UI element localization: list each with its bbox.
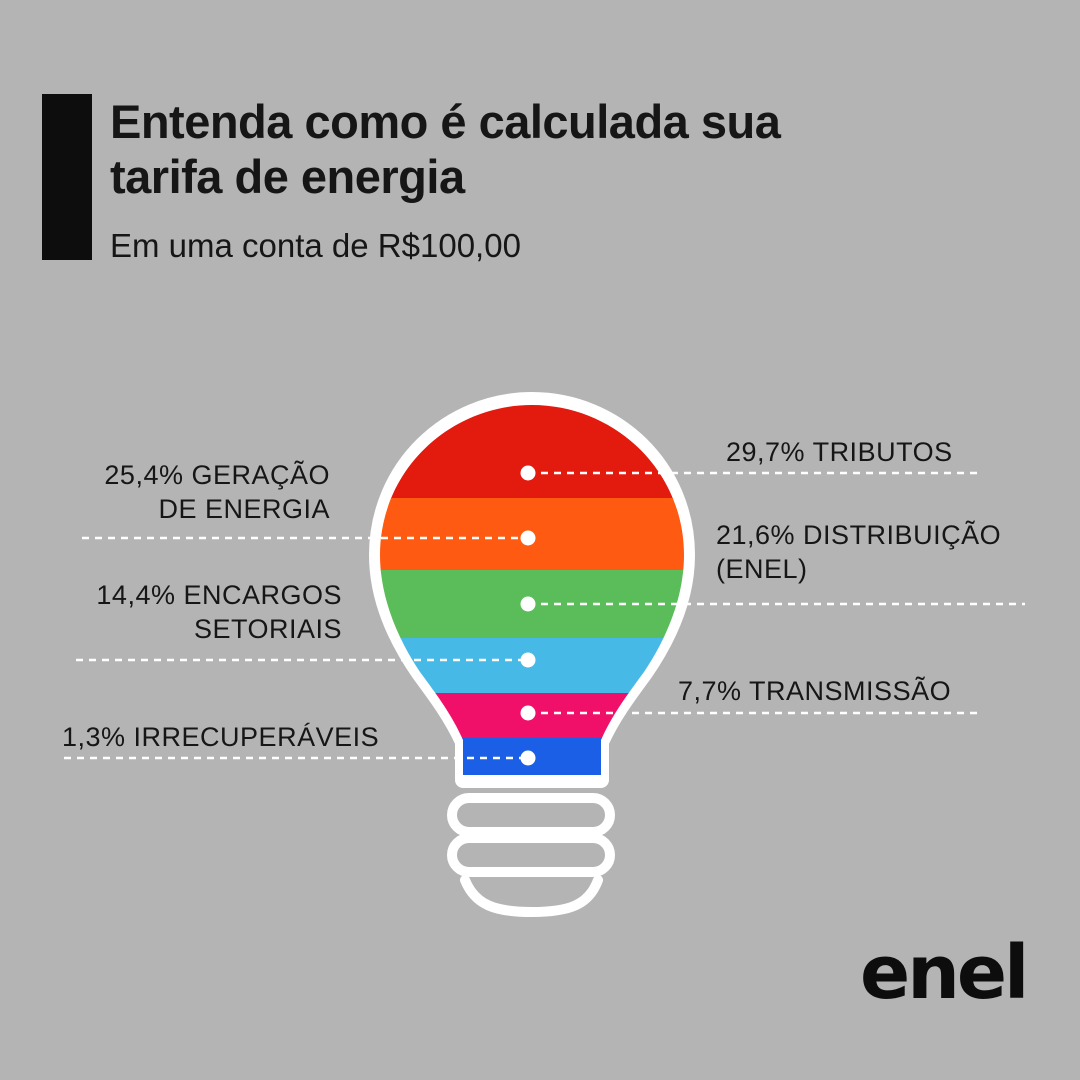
logo-text: enel <box>860 938 1026 1010</box>
leader-dot <box>520 750 536 766</box>
title-accent-bar <box>42 94 92 260</box>
leader-dot <box>520 596 536 612</box>
band-geração <box>380 498 684 571</box>
slice-label-irrecuperaveis: 1,3% IRRECUPERÁVEIS <box>62 722 380 752</box>
slice-label-distribuicao: 21,6% DISTRIBUIÇÃO (ENEL) <box>716 520 1002 584</box>
enel-logo: enel <box>860 938 1029 1010</box>
page-title: Entenda como é calculada sua tarifa de e… <box>110 95 781 203</box>
page-subtitle: Em uma conta de R$100,00 <box>110 227 521 264</box>
leader-dot <box>520 465 536 481</box>
bulb-base-ring-2 <box>447 833 615 877</box>
leader-dot <box>520 652 536 668</box>
bulb-base-ring-1 <box>447 793 615 837</box>
band-transmissão <box>380 693 684 739</box>
slice-label-transmissao: 7,7% TRANSMISSÃO <box>678 676 952 706</box>
slice-label-geracao: 25,4% GERAÇÃO DE ENERGIA <box>104 460 330 524</box>
slice-label-encargos: 14,4% ENCARGOS SETORIAIS <box>96 580 342 644</box>
bulb-tip <box>460 875 603 918</box>
leader-dot <box>520 530 536 546</box>
leader-dot <box>520 705 536 721</box>
slice-label-tributos: 29,7% TRIBUTOS <box>726 437 953 467</box>
